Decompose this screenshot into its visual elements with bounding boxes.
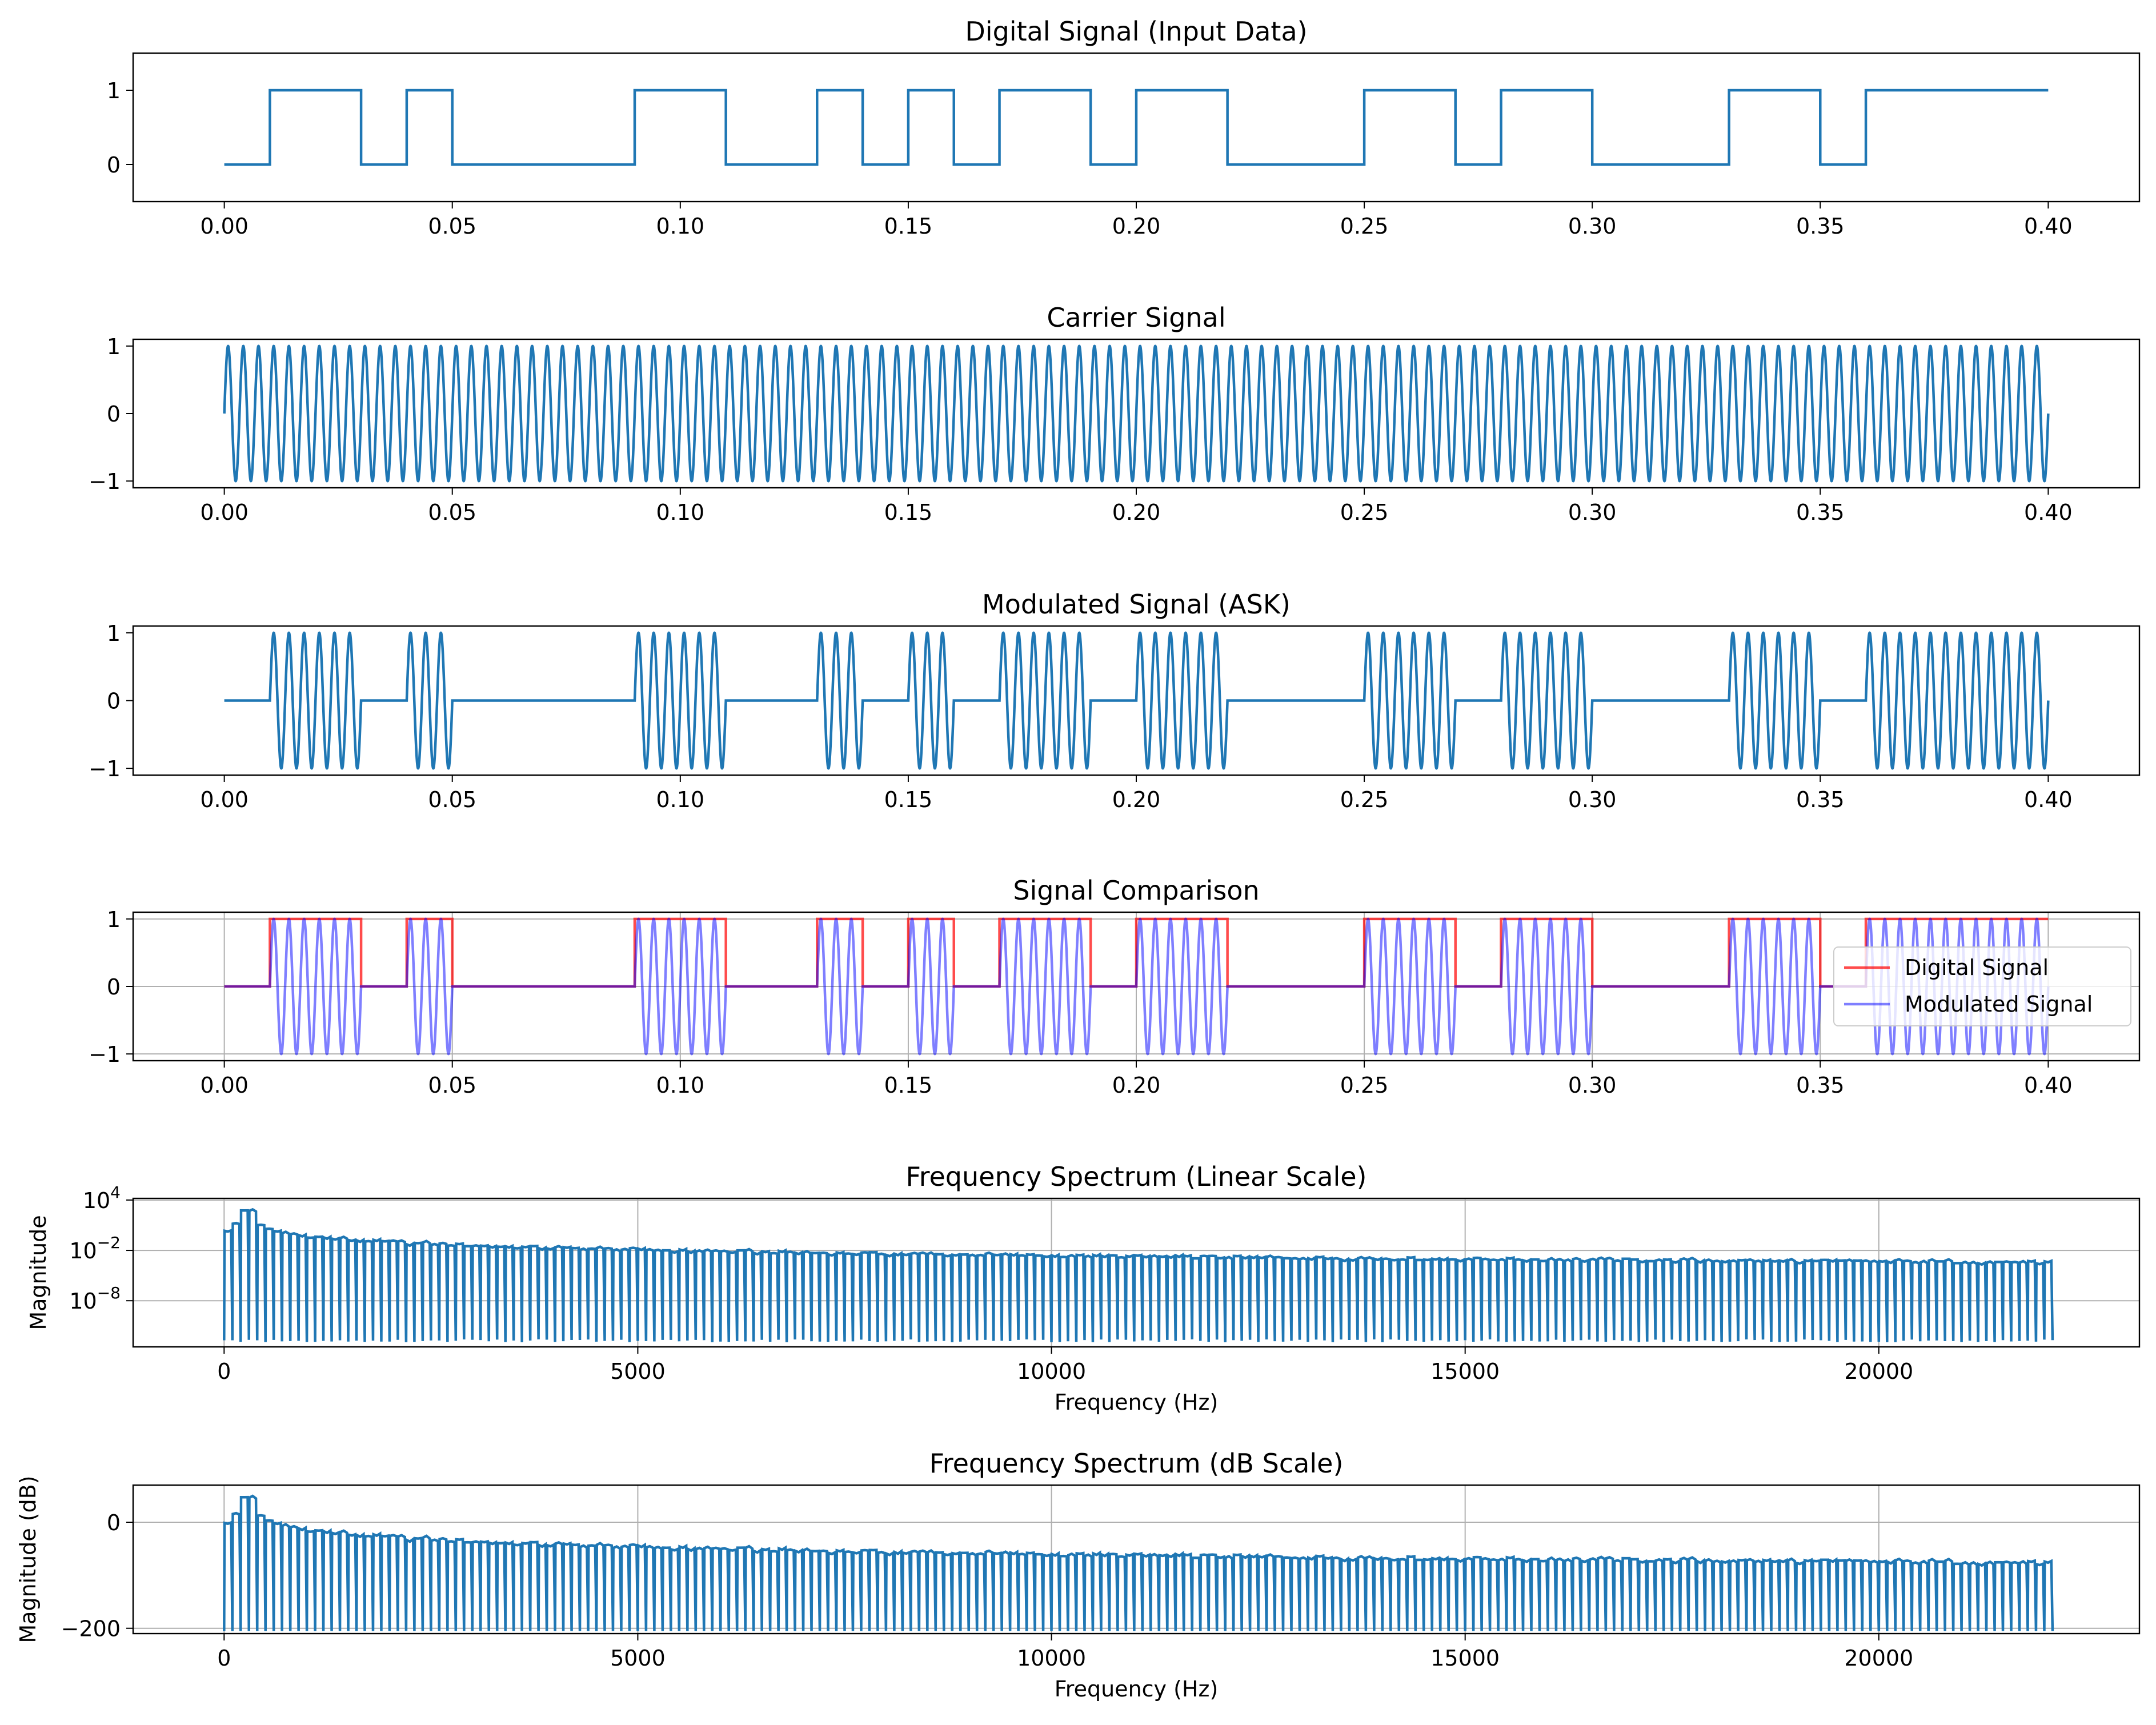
y-tick-label: −1 <box>89 469 121 494</box>
x-tick-label: 0.20 <box>1112 787 1161 812</box>
x-tick-label: 5000 <box>610 1359 666 1384</box>
y-tick-label: 0 <box>107 1510 121 1535</box>
x-tick-label: 0.05 <box>428 787 476 812</box>
x-tick-label: 10000 <box>1017 1646 1086 1671</box>
y-tick-label: 0 <box>107 974 121 1000</box>
x-axis-label: Frequency (Hz) <box>1055 1676 1219 1702</box>
axes-frame <box>132 911 2141 1062</box>
x-tick-label: 0.30 <box>1568 214 1617 239</box>
y-axis-label: Magnitude (dB) <box>15 1475 41 1643</box>
x-tick-label: 20000 <box>1844 1359 1913 1384</box>
x-tick-label: 0.15 <box>884 1073 933 1098</box>
legend-label: Modulated Signal <box>1905 992 2093 1017</box>
x-tick-label: 0.00 <box>200 787 249 812</box>
spectrum-linear-panel: Frequency Spectrum (Linear Scale) 0 5000 10… <box>26 1161 2141 1415</box>
x-tick-label: 0.40 <box>2024 787 2073 812</box>
digital-signal-line <box>224 89 2049 166</box>
y-tick-label: 1 <box>107 907 121 932</box>
axes-frame <box>132 1484 2141 1635</box>
spectrum-db-panel: Frequency Spectrum (dB Scale) 0 5000 10000 1… <box>15 1448 2141 1702</box>
y-tick-label: 1 <box>107 78 121 103</box>
modulated-signal-panel: Modulated Signal (ASK) 0.00 0.05 0.10 0.15 0.… <box>89 589 2141 812</box>
x-axis-label: Frequency (Hz) <box>1055 1390 1219 1415</box>
chart-title: Digital Signal (Input Data) <box>965 16 1307 47</box>
x-tick-label: 0.25 <box>1340 1073 1389 1098</box>
x-tick-label: 15000 <box>1430 1359 1500 1384</box>
signal-comparison-panel: Signal Comparison 0.00 0.05 0.10 0.15 0.20 0.2… <box>89 875 2141 1098</box>
spectrum-db-line <box>223 1494 2054 1631</box>
x-tick-label: 0.10 <box>656 787 705 812</box>
y-tick-label: 1 <box>107 334 121 359</box>
x-tick-label: 0.15 <box>884 787 933 812</box>
x-tick-label: 0 <box>217 1359 231 1384</box>
x-tick-label: 0.15 <box>884 214 933 239</box>
x-tick-label: 0.20 <box>1112 214 1161 239</box>
carrier-signal-panel: Carrier Signal 0.00 0.05 0.10 0.15 0.20 0.25 0.… <box>89 302 2141 525</box>
axes-frame <box>132 52 2141 203</box>
y-tick-label: 104 <box>83 1183 121 1213</box>
carrier-signal-line <box>223 344 2050 483</box>
x-tick-label: 0.35 <box>1796 214 1845 239</box>
x-tick-label: 0.25 <box>1340 214 1389 239</box>
x-tick-label: 0.35 <box>1796 787 1845 812</box>
x-tick-label: 10000 <box>1017 1359 1086 1384</box>
x-tick-label: 20000 <box>1844 1646 1913 1671</box>
x-tick-label: 0.10 <box>656 214 705 239</box>
y-tick-label: 0 <box>107 153 121 178</box>
x-tick-label: 0.35 <box>1796 500 1845 525</box>
x-tick-label: 0.40 <box>2024 1073 2073 1098</box>
x-tick-label: 0.05 <box>428 500 476 525</box>
y-tick-label: −1 <box>89 1042 121 1067</box>
y-tick-label: −1 <box>89 756 121 781</box>
x-tick-label: 0.10 <box>656 1073 705 1098</box>
legend: Digital Signal Modulated Signal <box>1833 946 2131 1026</box>
chart-title: Frequency Spectrum (Linear Scale) <box>905 1161 1366 1192</box>
x-tick-label: 0.05 <box>428 1073 476 1098</box>
x-tick-label: 0.25 <box>1340 500 1389 525</box>
x-tick-label: 0.30 <box>1568 787 1617 812</box>
chart-title: Carrier Signal <box>1047 302 1225 333</box>
x-tick-label: 0.10 <box>656 500 705 525</box>
x-tick-label: 0.30 <box>1568 500 1617 525</box>
x-tick-label: 0.20 <box>1112 1073 1161 1098</box>
x-tick-label: 0.00 <box>200 214 249 239</box>
x-tick-label: 0.15 <box>884 500 933 525</box>
y-axis-label: Magnitude <box>26 1215 51 1330</box>
chart-title: Modulated Signal (ASK) <box>982 589 1291 620</box>
x-tick-label: 15000 <box>1430 1646 1500 1671</box>
chart-title: Frequency Spectrum (dB Scale) <box>929 1448 1344 1479</box>
y-tick-label: 0 <box>107 402 121 427</box>
y-tick-label: −200 <box>61 1616 121 1642</box>
spectrum-linear-line <box>223 1208 2054 1342</box>
x-tick-label: 0.00 <box>200 500 249 525</box>
x-tick-label: 0.35 <box>1796 1073 1845 1098</box>
digital-signal-panel: Digital Signal (Input Data) 0.00 0.05 0.10 0… <box>107 16 2141 239</box>
legend-box <box>1833 946 2131 1026</box>
axes-frame <box>132 1197 2141 1348</box>
y-tick-label: 10−2 <box>69 1233 121 1263</box>
comparison-modulated-line <box>224 917 2050 1056</box>
x-tick-label: 0.00 <box>200 1073 249 1098</box>
x-tick-label: 5000 <box>610 1646 666 1671</box>
modulated-signal-line <box>224 631 2050 770</box>
x-tick-label: 0.20 <box>1112 500 1161 525</box>
x-tick-label: 0 <box>217 1646 231 1671</box>
x-tick-label: 0.40 <box>2024 214 2073 239</box>
x-tick-label: 0.40 <box>2024 500 2073 525</box>
y-tick-label: 0 <box>107 689 121 714</box>
axes-frame <box>132 625 2141 776</box>
x-tick-label: 0.30 <box>1568 1073 1617 1098</box>
chart-title: Signal Comparison <box>1013 875 1259 906</box>
y-tick-label: 1 <box>107 621 121 646</box>
axes-frame <box>132 338 2141 489</box>
x-tick-label: 0.25 <box>1340 787 1389 812</box>
x-tick-label: 0.05 <box>428 214 476 239</box>
y-tick-label: 10−8 <box>69 1283 121 1314</box>
legend-label: Digital Signal <box>1905 955 2049 980</box>
